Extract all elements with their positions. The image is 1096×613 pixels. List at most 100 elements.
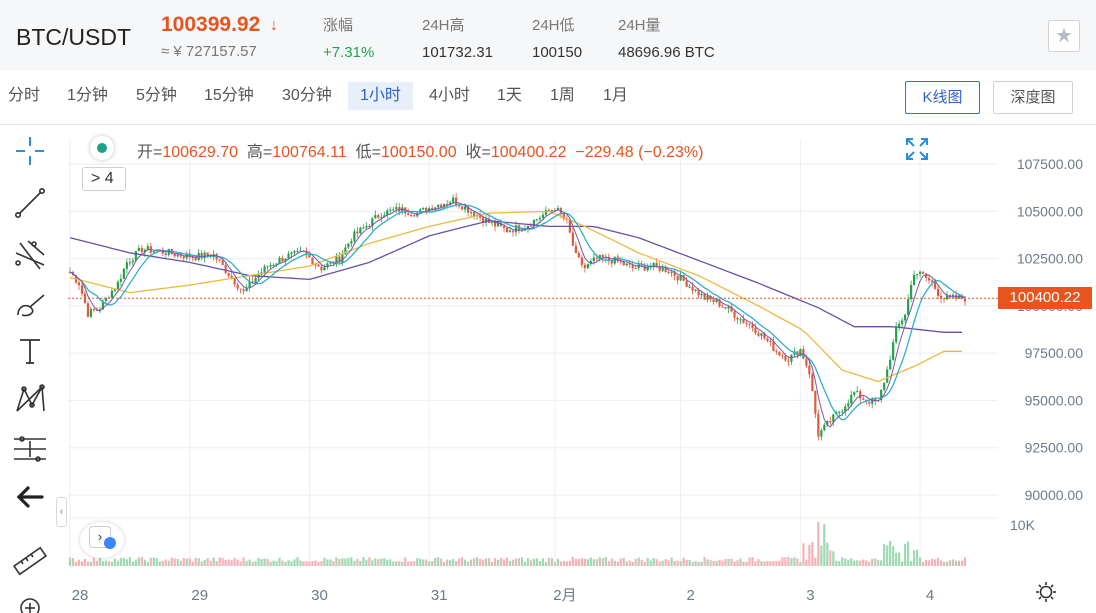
crosshair-icon[interactable] bbox=[10, 131, 50, 171]
candle-body bbox=[622, 261, 625, 266]
candle-body bbox=[520, 230, 524, 232]
candle-body bbox=[859, 391, 862, 399]
candle-body bbox=[550, 210, 554, 212]
volume-bar bbox=[616, 561, 619, 566]
volume-bar bbox=[670, 557, 673, 566]
candle-body bbox=[724, 307, 727, 309]
volume-bar bbox=[302, 561, 305, 566]
candle-body bbox=[787, 360, 790, 362]
volume-bar bbox=[910, 561, 913, 566]
volume-bar bbox=[431, 561, 434, 566]
candle-body bbox=[502, 225, 506, 228]
y-tick-label: 90000.00 bbox=[1025, 487, 1084, 503]
volume-bar bbox=[499, 558, 503, 566]
close-label: 收= bbox=[465, 144, 491, 161]
volume-bar bbox=[766, 560, 769, 566]
candle-body bbox=[508, 230, 512, 233]
chart-settings-icon[interactable] bbox=[1035, 581, 1057, 603]
volume-bar bbox=[293, 559, 296, 566]
zoom-icon[interactable] bbox=[10, 591, 50, 613]
volume-bar bbox=[775, 561, 778, 566]
interval-1d[interactable]: 1天 bbox=[497, 87, 522, 104]
candle-body bbox=[350, 241, 353, 244]
candle-body bbox=[751, 324, 754, 329]
interval-30m[interactable]: 30分钟 bbox=[282, 87, 332, 104]
candle-body bbox=[610, 260, 613, 264]
volume-bar bbox=[311, 561, 314, 566]
volume-bar bbox=[631, 561, 634, 566]
volume-bar bbox=[808, 544, 811, 566]
trading-pair[interactable]: BTC/USDT bbox=[16, 24, 131, 50]
interval-4h[interactable]: 4小时 bbox=[429, 87, 470, 104]
candle-body bbox=[242, 289, 245, 292]
text-icon[interactable] bbox=[10, 331, 50, 371]
volume-bar bbox=[287, 560, 290, 566]
volume-bar bbox=[580, 558, 583, 566]
candle-body bbox=[936, 288, 940, 296]
candle-body bbox=[661, 267, 664, 271]
indicator-toggle-button[interactable]: > 4 bbox=[82, 167, 126, 191]
trend-line-icon[interactable] bbox=[10, 183, 50, 223]
measure-icon[interactable] bbox=[10, 429, 50, 469]
interval-1m[interactable]: 1分钟 bbox=[67, 87, 108, 104]
interval-1h[interactable]: 1小时 bbox=[348, 82, 413, 110]
fullscreen-icon[interactable] bbox=[905, 137, 929, 161]
volume-bar bbox=[230, 560, 233, 566]
candle-body bbox=[320, 266, 323, 271]
volume-bar bbox=[924, 559, 928, 566]
volume-bar bbox=[595, 559, 598, 566]
volume-bar bbox=[86, 561, 90, 566]
interval-timeline[interactable]: 分时 bbox=[8, 87, 41, 104]
volume-bar bbox=[422, 559, 425, 566]
volume-bar bbox=[212, 557, 215, 566]
ruler-icon[interactable] bbox=[10, 541, 50, 581]
candle-body bbox=[377, 215, 380, 218]
candle-body bbox=[203, 252, 206, 259]
favorite-star-icon[interactable]: ★ bbox=[1048, 20, 1080, 52]
volume-bar bbox=[877, 559, 880, 566]
volume-bar bbox=[763, 561, 766, 566]
volume-bar bbox=[242, 557, 245, 566]
candle-body bbox=[92, 308, 96, 310]
ma-short-line bbox=[69, 201, 966, 428]
volume-toggle-button[interactable]: › bbox=[80, 522, 124, 558]
volume-bar bbox=[365, 559, 368, 566]
candle-body bbox=[410, 214, 413, 216]
volume-bar bbox=[404, 557, 407, 566]
candle-body bbox=[664, 267, 667, 272]
kline-view-button[interactable]: K线图 bbox=[905, 81, 980, 114]
candle-body bbox=[481, 217, 485, 223]
live-indicator-icon[interactable] bbox=[90, 136, 114, 160]
candle-body bbox=[281, 257, 284, 262]
x-tick-label: 3 bbox=[806, 587, 814, 604]
candle-body bbox=[880, 389, 883, 401]
candle-body bbox=[838, 412, 841, 414]
candle-body bbox=[146, 246, 149, 250]
interval-1w[interactable]: 1周 bbox=[550, 87, 575, 104]
back-arrow-icon[interactable] bbox=[10, 477, 50, 517]
volume-bar bbox=[275, 561, 278, 566]
x-tick-label: 2 bbox=[686, 587, 694, 604]
depth-view-button[interactable]: 深度图 bbox=[993, 81, 1073, 114]
brush-icon[interactable] bbox=[10, 285, 50, 325]
candle-body bbox=[541, 214, 545, 218]
interval-5m[interactable]: 5分钟 bbox=[136, 87, 177, 104]
low-label: 低= bbox=[355, 144, 381, 161]
candle-body bbox=[464, 206, 467, 210]
volume-bar bbox=[535, 558, 539, 566]
volume-bar bbox=[344, 558, 347, 566]
close-value: 100400.22 bbox=[490, 144, 567, 161]
pitchfork-icon[interactable] bbox=[10, 235, 50, 275]
interval-15m[interactable]: 15分钟 bbox=[204, 87, 254, 104]
volume-bar bbox=[796, 558, 799, 566]
volume-bar bbox=[209, 560, 212, 566]
pattern-icon[interactable] bbox=[10, 379, 50, 419]
volume-bar bbox=[434, 558, 437, 566]
collapse-toolbar-icon[interactable]: ‹ bbox=[56, 497, 67, 527]
volume-bar bbox=[305, 561, 308, 566]
candle-body bbox=[269, 265, 272, 267]
volume-bar bbox=[194, 558, 197, 566]
candlestick-chart[interactable]: 107500.00105000.00102500.00100000.009750… bbox=[0, 125, 1096, 613]
interval-1mo[interactable]: 1月 bbox=[603, 87, 628, 104]
y-axis: 107500.00105000.00102500.00100000.009750… bbox=[1010, 156, 1083, 533]
